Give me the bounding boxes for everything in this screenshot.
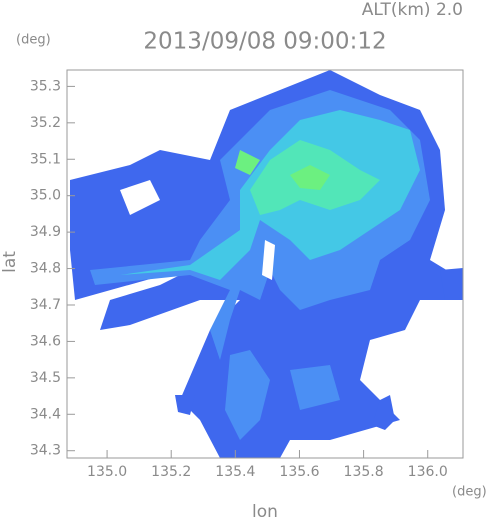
chart-title: 2013/09/08 09:00:12 xyxy=(143,29,386,55)
x-axis-label: lon xyxy=(252,502,278,521)
y-tick-label: 35.3 xyxy=(30,78,61,94)
y-tick-label: 35.1 xyxy=(30,151,61,167)
y-tick-label: 34.8 xyxy=(30,261,61,277)
y-tick-label: 34.7 xyxy=(30,297,61,313)
y-tick-label: 34.5 xyxy=(30,370,61,386)
y-tick-label: 35.0 xyxy=(30,188,61,204)
y-axis-label: lat xyxy=(0,251,20,273)
y-tick-label: 34.3 xyxy=(30,443,61,459)
x-tick-label: 135.6 xyxy=(279,464,319,480)
header: ALT(km) 2.0 xyxy=(362,0,463,20)
x-tick-label: 135.8 xyxy=(344,464,384,480)
plot-frame xyxy=(66,69,464,459)
x-tick-label: 136.0 xyxy=(408,464,448,480)
y-tick-label: 34.9 xyxy=(30,224,61,240)
y-unit: (deg) xyxy=(16,33,51,48)
y-tick-label: 34.4 xyxy=(30,406,61,422)
y-tick-label: 34.6 xyxy=(30,333,61,349)
x-unit: (deg) xyxy=(452,485,487,500)
x-tick-label: 135.0 xyxy=(87,464,127,480)
radar-echo xyxy=(70,70,463,458)
x-tick-label: 135.4 xyxy=(215,464,255,480)
y-tick-label: 35.2 xyxy=(30,115,61,131)
x-tick-label: 135.2 xyxy=(151,464,191,480)
